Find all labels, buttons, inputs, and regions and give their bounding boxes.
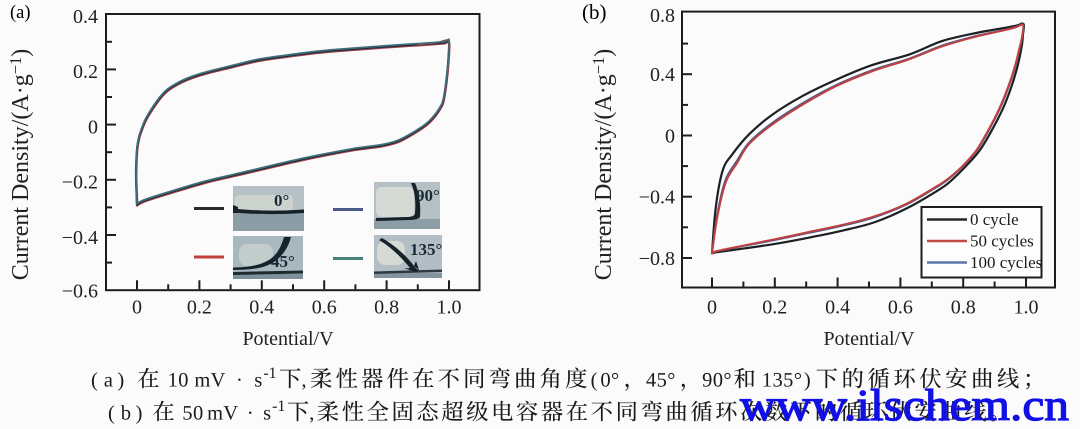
svg-text:1.0: 1.0 — [1014, 297, 1039, 319]
svg-text:Potential/V: Potential/V — [823, 328, 915, 350]
svg-text:0: 0 — [707, 297, 717, 319]
svg-text:135°: 135° — [410, 240, 442, 259]
svg-text:−0.8: −0.8 — [639, 248, 675, 270]
svg-text:www.ilschem.cn: www.ilschem.cn — [740, 381, 1069, 429]
svg-text:−0.6: −0.6 — [62, 281, 98, 303]
svg-text:0.4: 0.4 — [825, 297, 850, 319]
svg-text:0.4: 0.4 — [73, 6, 98, 28]
svg-text:Current Density/(A·g−1): Current Density/(A·g−1) — [589, 49, 617, 281]
svg-text:0.8: 0.8 — [374, 297, 399, 319]
svg-text:−0.4: −0.4 — [62, 227, 98, 249]
svg-text:0 cycle: 0 cycle — [970, 210, 1019, 229]
svg-text:0: 0 — [88, 116, 98, 138]
svg-text:0°: 0° — [274, 191, 289, 210]
svg-text:0.8: 0.8 — [650, 5, 675, 27]
svg-text:45°: 45° — [271, 252, 295, 271]
svg-text:(b): (b) — [582, 0, 607, 24]
svg-text:0.6: 0.6 — [312, 297, 337, 319]
svg-text:0.2: 0.2 — [73, 61, 98, 83]
svg-text:0.4: 0.4 — [650, 64, 675, 86]
svg-text:(a): (a) — [10, 3, 31, 23]
svg-text:−0.2: −0.2 — [62, 172, 98, 194]
svg-text:−0.4: −0.4 — [639, 187, 675, 209]
svg-text:Potential/V: Potential/V — [242, 328, 334, 350]
svg-text:50 cycles: 50 cycles — [970, 232, 1034, 251]
svg-text:0.4: 0.4 — [249, 297, 274, 319]
svg-text:0.2: 0.2 — [187, 297, 212, 319]
svg-text:90°: 90° — [416, 186, 440, 205]
svg-text:1.0: 1.0 — [437, 297, 462, 319]
svg-text:0: 0 — [132, 297, 142, 319]
svg-text:0: 0 — [665, 126, 675, 148]
svg-text:0.6: 0.6 — [888, 297, 913, 319]
svg-text:0.8: 0.8 — [951, 297, 976, 319]
svg-text:Current Density/(A·g−1): Current Density/(A·g−1) — [6, 49, 34, 281]
svg-text:100 cycles: 100 cycles — [970, 253, 1042, 272]
svg-text:0.2: 0.2 — [762, 297, 787, 319]
